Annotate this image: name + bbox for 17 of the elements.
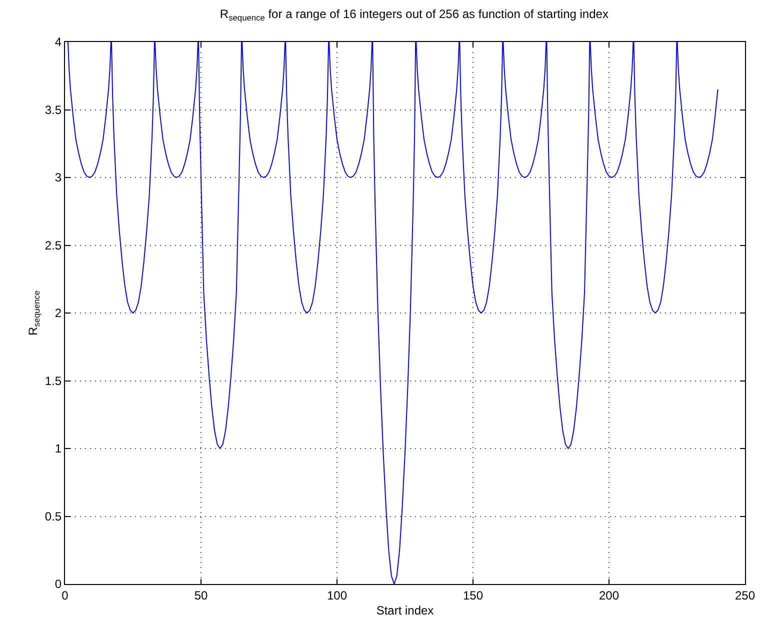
y-tick-label: 2 bbox=[54, 306, 62, 320]
y-tick-label: 3.5 bbox=[44, 102, 62, 117]
x-tick-label: 250 bbox=[734, 588, 756, 602]
y-tick-label: 1.5 bbox=[44, 374, 62, 388]
y-tick-label: 2.5 bbox=[44, 238, 62, 252]
chart-title: R$_{sequence}$ for a range of 16 integers out of 256 as function of starting index bbox=[220, 6, 608, 22]
x-tick-label: 50 bbox=[194, 588, 208, 602]
x-tick-label: 150 bbox=[462, 588, 484, 602]
y-tick-label: 3 bbox=[54, 170, 62, 185]
x-tick-label: 200 bbox=[598, 588, 620, 602]
y-tick-label: 0.5 bbox=[44, 509, 62, 524]
y-tick-label: 4 bbox=[54, 35, 62, 50]
x-tick-label: 100 bbox=[326, 588, 348, 602]
line-series bbox=[67, 42, 718, 584]
y-tick-label: 0 bbox=[54, 577, 62, 592]
x-axis-title: Start index bbox=[376, 603, 434, 618]
y-tick-label: 1 bbox=[54, 442, 62, 456]
